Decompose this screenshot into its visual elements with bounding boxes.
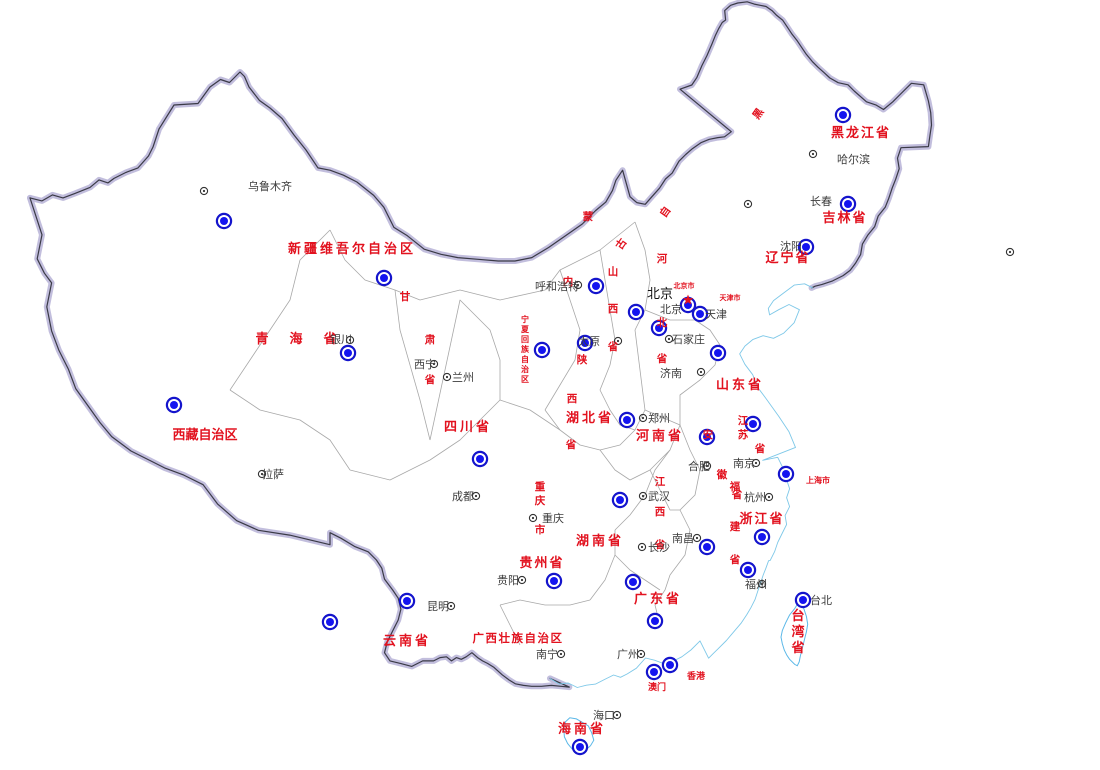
svg-text:郑州: 郑州 [648,411,670,425]
svg-text:区: 区 [521,375,529,384]
svg-text:长沙: 长沙 [648,541,670,554]
svg-text:蒙: 蒙 [583,210,594,223]
svg-text:四川省: 四川省 [444,419,492,434]
svg-text:甘: 甘 [400,290,411,303]
svg-text:西: 西 [608,303,619,315]
svg-text:贵州省: 贵州省 [519,555,564,570]
svg-text:合肥: 合肥 [688,459,710,473]
svg-text:海南省: 海南省 [558,721,606,736]
svg-text:青: 青 [255,331,268,346]
svg-text:武汉: 武汉 [648,490,670,503]
svg-text:陕: 陕 [577,353,588,366]
svg-text:回: 回 [521,335,529,344]
svg-text:呼和浩特: 呼和浩特 [535,279,579,293]
svg-text:乌鲁木齐: 乌鲁木齐 [248,179,292,193]
svg-text:南昌: 南昌 [672,532,694,545]
svg-text:台: 台 [791,608,804,623]
svg-text:广西壮族自治区: 广西壮族自治区 [473,631,564,645]
svg-text:昆明: 昆明 [427,600,449,613]
svg-text:西: 西 [655,506,666,518]
svg-text:台北: 台北 [810,593,832,607]
svg-text:治: 治 [521,364,529,374]
svg-text:吉林省: 吉林省 [822,210,867,225]
svg-text:贵阳: 贵阳 [497,574,519,587]
svg-text:北京市: 北京市 [674,281,695,290]
svg-text:太原: 太原 [578,335,600,348]
svg-text:省: 省 [729,553,741,566]
svg-text:湾: 湾 [791,624,804,639]
svg-text:福: 福 [729,480,741,493]
svg-text:省: 省 [754,442,766,455]
svg-text:自: 自 [521,354,529,364]
svg-text:省: 省 [656,352,668,365]
svg-text:上海市: 上海市 [806,475,830,485]
svg-text:河南省: 河南省 [636,428,684,443]
svg-text:广东省: 广东省 [634,591,682,606]
svg-text:重: 重 [535,480,546,493]
svg-text:省: 省 [565,438,577,451]
svg-text:哈尔滨: 哈尔滨 [837,152,870,166]
svg-text:西: 西 [567,393,578,405]
svg-text:天津: 天津 [705,308,727,321]
svg-text:云南省: 云南省 [383,633,431,648]
svg-text:澳门: 澳门 [648,681,666,692]
svg-text:南宁: 南宁 [536,647,558,661]
svg-text:省: 省 [424,373,436,386]
svg-text:湖南省: 湖南省 [576,533,624,548]
svg-text:族: 族 [521,344,530,354]
svg-text:成都: 成都 [452,490,474,503]
svg-text:肃: 肃 [425,333,436,346]
svg-text:夏: 夏 [520,325,530,334]
svg-text:安: 安 [703,428,714,441]
svg-text:黑龙江省: 黑龙江省 [831,125,891,140]
svg-text:浙江省: 浙江省 [739,511,784,526]
svg-text:石家庄: 石家庄 [672,332,705,346]
svg-text:沈阳: 沈阳 [780,239,802,253]
svg-text:北京: 北京 [647,286,673,301]
svg-text:长春: 长春 [810,195,832,208]
svg-text:河: 河 [657,253,668,265]
svg-text:江: 江 [738,414,749,427]
svg-text:省: 省 [607,340,619,353]
svg-text:北京: 北京 [660,302,682,316]
svg-text:北: 北 [657,316,668,329]
svg-text:香港: 香港 [686,670,706,681]
svg-text:济南: 济南 [660,366,682,380]
svg-text:山: 山 [608,265,619,278]
svg-text:省: 省 [790,640,804,655]
svg-text:海: 海 [289,331,302,346]
svg-text:西宁: 西宁 [414,357,436,371]
svg-text:银川: 银川 [330,332,352,346]
svg-text:徽: 徽 [716,468,728,481]
svg-text:建: 建 [729,520,741,533]
svg-text:湖北省: 湖北省 [566,410,614,425]
svg-text:天津市: 天津市 [720,293,741,302]
svg-text:新疆维吾尔自治区: 新疆维吾尔自治区 [288,241,416,256]
svg-text:杭州: 杭州 [744,490,766,504]
svg-text:庆: 庆 [534,494,546,507]
svg-text:海口: 海口 [593,708,615,722]
svg-text:宁: 宁 [521,314,529,324]
svg-text:广州: 广州 [617,648,639,661]
svg-text:苏: 苏 [738,428,749,441]
svg-text:江: 江 [655,475,666,488]
svg-text:重庆: 重庆 [542,511,564,525]
svg-text:南京: 南京 [733,456,755,470]
svg-text:西藏自治区: 西藏自治区 [172,427,237,442]
svg-text:兰州: 兰州 [452,371,474,384]
svg-text:福州: 福州 [745,577,767,591]
svg-text:拉萨: 拉萨 [262,467,284,481]
svg-text:山东省: 山东省 [716,377,764,392]
